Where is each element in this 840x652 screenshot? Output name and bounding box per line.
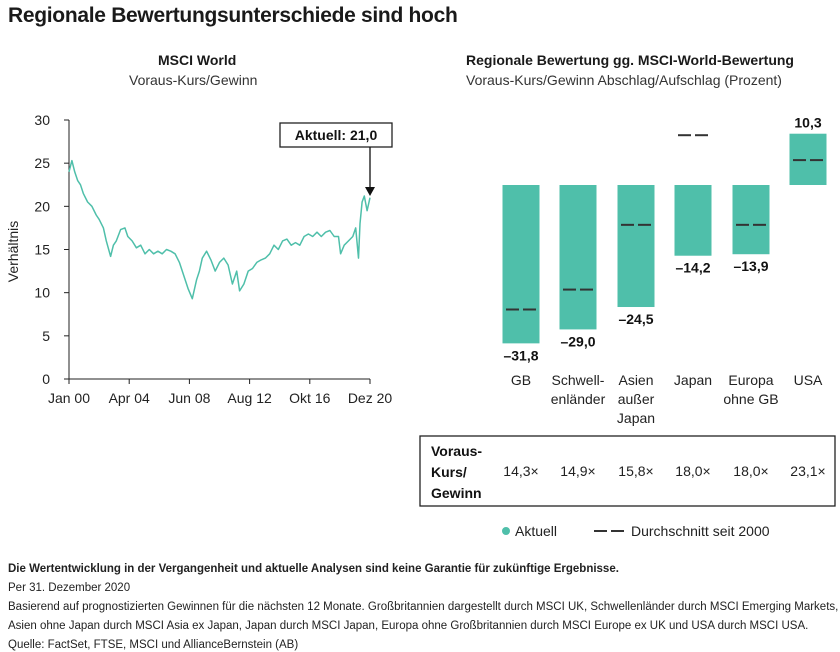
footer-source: Quelle: FactSet, FTSE, MSCI und Alliance… xyxy=(8,639,299,651)
table-value: 23,1× xyxy=(790,463,825,479)
category-label: Japan xyxy=(674,372,712,388)
x-tick-label: Okt 16 xyxy=(289,390,330,406)
y-tick-label: 30 xyxy=(34,112,50,128)
bar-actual-1 xyxy=(559,185,597,330)
y-tick-label: 25 xyxy=(34,155,50,171)
bar-actual-3 xyxy=(674,185,712,256)
table-header: Kurs/ xyxy=(431,464,467,480)
category-label: enländer xyxy=(551,391,606,407)
legend-actual-marker xyxy=(502,527,510,535)
value-label: –24,5 xyxy=(618,311,653,327)
page-title: Regionale Bewertungsunterschiede sind ho… xyxy=(8,4,458,27)
callout-box xyxy=(279,122,393,148)
table-value: 18,0× xyxy=(675,463,710,479)
y-tick-label: 10 xyxy=(34,285,50,301)
x-tick-label: Jun 08 xyxy=(168,390,210,406)
bar-actual-0 xyxy=(502,185,540,344)
legend-avg-label: Durchschnitt seit 2000 xyxy=(631,523,770,539)
x-tick-label: Dez 20 xyxy=(348,390,393,406)
right-chart-title: Regionale Bewertung gg. MSCI-World-Bewer… xyxy=(466,52,794,68)
callout-arrow-head xyxy=(365,187,375,196)
value-label: –14,2 xyxy=(675,260,710,276)
category-label: GB xyxy=(511,372,531,388)
table-value: 15,8× xyxy=(618,463,653,479)
table-value: 14,9× xyxy=(560,463,595,479)
value-label: –13,9 xyxy=(733,258,768,274)
footer-date: Per 31. Dezember 2020 xyxy=(8,582,131,594)
category-label: Japan xyxy=(617,410,655,426)
bar-actual-4 xyxy=(732,185,770,255)
category-label: Asien xyxy=(618,372,653,388)
x-tick-label: Aug 12 xyxy=(227,390,272,406)
bar-actual-2 xyxy=(617,185,655,308)
value-label: –31,8 xyxy=(503,347,538,363)
y-tick-label: 15 xyxy=(34,242,50,258)
category-label: außer xyxy=(618,391,655,407)
value-label: 10,3 xyxy=(794,115,821,131)
left-chart-subtitle: Voraus-Kurs/Gewinn xyxy=(129,72,258,88)
pe-series-line xyxy=(68,159,371,300)
footer-disclaimer: Die Wertentwicklung in der Vergangenheit… xyxy=(8,563,619,575)
y-tick-label: 5 xyxy=(42,328,50,344)
y-axis-label: Verhältnis xyxy=(5,221,21,282)
left-chart-title: MSCI World xyxy=(158,52,237,68)
category-label: ohne GB xyxy=(723,391,778,407)
footer-note-2: Asien ohne Japan durch MSCI Asia ex Japa… xyxy=(8,620,809,632)
table-header: Voraus- xyxy=(431,443,482,459)
callout-label: Aktuell: 21,0 xyxy=(295,127,378,143)
table-value: 14,3× xyxy=(503,463,538,479)
category-label: Schwell- xyxy=(552,372,605,388)
category-label: USA xyxy=(794,372,823,388)
x-tick-label: Apr 04 xyxy=(109,390,150,406)
value-label: –29,0 xyxy=(560,333,595,349)
footer-note-1: Basierend auf prognostizierten Gewinnen … xyxy=(8,601,839,613)
y-tick-label: 20 xyxy=(34,198,50,214)
right-chart-subtitle: Voraus-Kurs/Gewinn Abschlag/Aufschlag (P… xyxy=(466,72,782,88)
table-value: 18,0× xyxy=(733,463,768,479)
table-header: Gewinn xyxy=(431,485,482,501)
valuation-table-box xyxy=(419,435,836,507)
x-tick-label: Jan 00 xyxy=(48,390,90,406)
legend-actual-label: Aktuell xyxy=(515,523,557,539)
category-label: Europa xyxy=(728,372,773,388)
y-tick-label: 0 xyxy=(42,371,50,387)
